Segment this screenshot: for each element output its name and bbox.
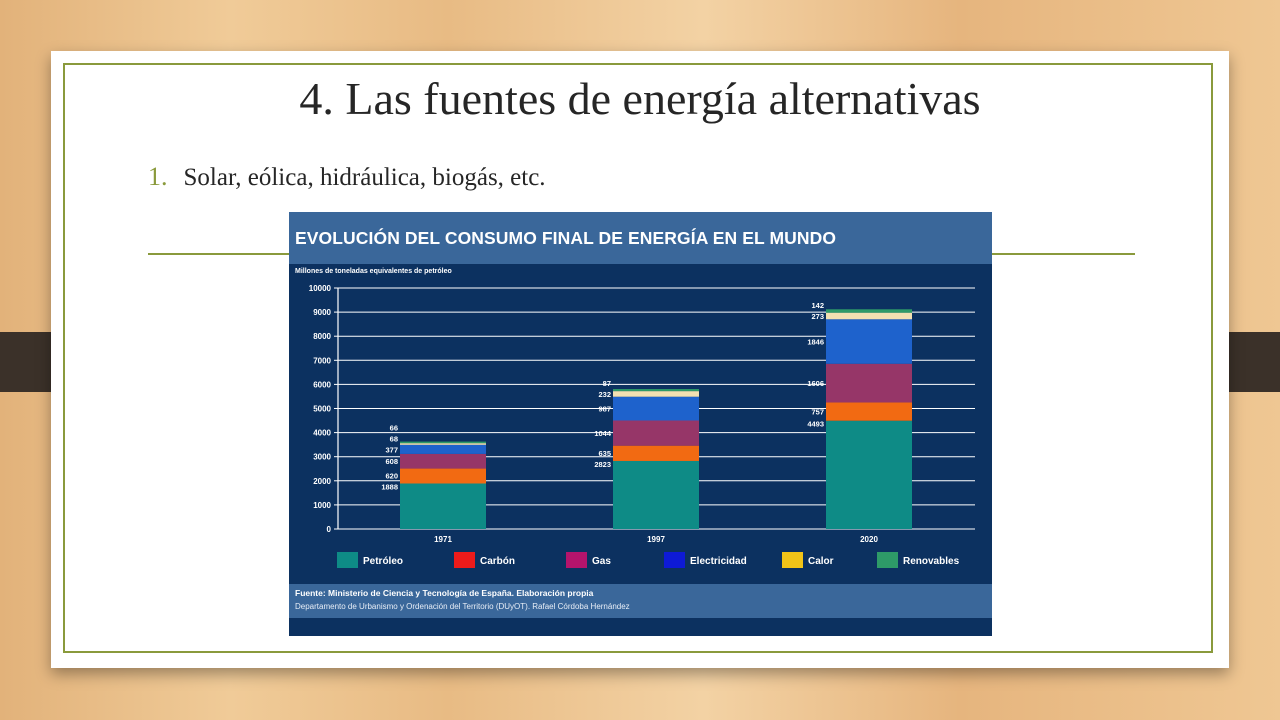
y-tick-label: 10000: [309, 284, 332, 293]
bar-segment-2020-1: [826, 402, 912, 421]
bar-segment-2020-2: [826, 363, 912, 403]
bar-segment-2020-5: [826, 309, 912, 313]
bar-segment-2020-0: [826, 420, 912, 529]
legend-label-5: Renovables: [903, 556, 960, 567]
chart-credit: Departamento de Urbanismo y Ordenación d…: [295, 602, 630, 611]
bar-segment-1971-1: [400, 468, 486, 484]
chart-footer: Fuente: Ministerio de Ciencia y Tecnolog…: [289, 584, 992, 618]
y-tick-label: 6000: [313, 380, 331, 389]
data-label: 66: [390, 423, 398, 432]
data-label: 232: [598, 390, 611, 399]
legend-label-3: Electricidad: [690, 556, 747, 567]
x-tick-label: 1971: [434, 535, 452, 544]
bullet-text: Solar, eólica, hidráulica, biogás, etc.: [183, 164, 546, 191]
divider-left: [148, 253, 290, 255]
y-tick-label: 2000: [313, 477, 331, 486]
y-axis-label: Millones de toneladas equivalentes de pe…: [295, 268, 452, 275]
x-tick-label: 1997: [647, 535, 665, 544]
legend-swatch-5: [877, 552, 898, 568]
bar-segment-1971-3: [400, 444, 486, 454]
y-tick-label: 3000: [313, 453, 331, 462]
bullet-item: 1. Solar, eólica, hidráulica, biogás, etc…: [148, 162, 546, 192]
bar-segment-2020-4: [826, 312, 912, 320]
chart-title: EVOLUCIÓN DEL CONSUMO FINAL DE ENERGÍA E…: [295, 228, 837, 248]
legend-label-2: Gas: [592, 556, 611, 567]
data-label: 1606: [807, 379, 824, 388]
data-label: 273: [811, 312, 824, 321]
data-label: 2823: [594, 460, 611, 469]
data-label: 757: [811, 408, 824, 417]
slide-title: 4. Las fuentes de energía alternativas: [299, 73, 981, 124]
bar-segment-2020-3: [826, 319, 912, 364]
data-label: 1044: [594, 429, 612, 438]
data-label: 987: [598, 405, 611, 414]
data-label: 4493: [807, 420, 824, 429]
x-tick-label: 2020: [860, 535, 878, 544]
y-tick-label: 7000: [313, 356, 331, 365]
y-tick-label: 9000: [313, 308, 331, 317]
bar-segment-1997-4: [613, 391, 699, 397]
bullet-number: 1.: [148, 162, 168, 191]
legend-swatch-4: [782, 552, 803, 568]
chart-plot: Millones de toneladas equivalentes de pe…: [295, 268, 975, 568]
data-label: 1846: [807, 338, 824, 347]
bar-segment-1997-0: [613, 460, 699, 529]
divider-right: [992, 253, 1135, 255]
y-tick-label: 1000: [313, 501, 331, 510]
bar-segment-1971-2: [400, 453, 486, 469]
bar-segment-1971-4: [400, 443, 486, 445]
legend-label-4: Calor: [808, 556, 834, 567]
legend-swatch-0: [337, 552, 358, 568]
slide-frame: [63, 63, 1213, 653]
bar-segment-1997-1: [613, 445, 699, 461]
data-label: 142: [811, 301, 824, 310]
chart-image: EVOLUCIÓN DEL CONSUMO FINAL DE ENERGÍA E…: [289, 212, 992, 636]
data-label: 608: [385, 457, 398, 466]
legend-label-0: Petróleo: [363, 556, 403, 567]
chart-source: Fuente: Ministerio de Ciencia y Tecnolog…: [295, 588, 594, 598]
data-label: 635: [598, 449, 611, 458]
y-tick-label: 4000: [313, 429, 331, 438]
bar-segment-1997-3: [613, 396, 699, 421]
legend-swatch-2: [566, 552, 587, 568]
data-label: 87: [603, 379, 611, 388]
legend-swatch-3: [664, 552, 685, 568]
data-label: 1888: [381, 482, 398, 491]
y-tick-label: 5000: [313, 405, 331, 414]
data-label: 68: [390, 434, 398, 443]
bar-segment-1971-0: [400, 483, 486, 529]
legend-label-1: Carbón: [480, 556, 515, 567]
data-label: 377: [385, 445, 398, 454]
bar-segment-1971-5: [400, 441, 486, 444]
bar-segment-1997-5: [613, 389, 699, 392]
chart-header: EVOLUCIÓN DEL CONSUMO FINAL DE ENERGÍA E…: [289, 212, 992, 264]
y-tick-label: 0: [327, 525, 332, 534]
y-tick-label: 8000: [313, 332, 331, 341]
legend-swatch-1: [454, 552, 475, 568]
bar-segment-1997-2: [613, 420, 699, 446]
data-label: 620: [385, 471, 398, 480]
